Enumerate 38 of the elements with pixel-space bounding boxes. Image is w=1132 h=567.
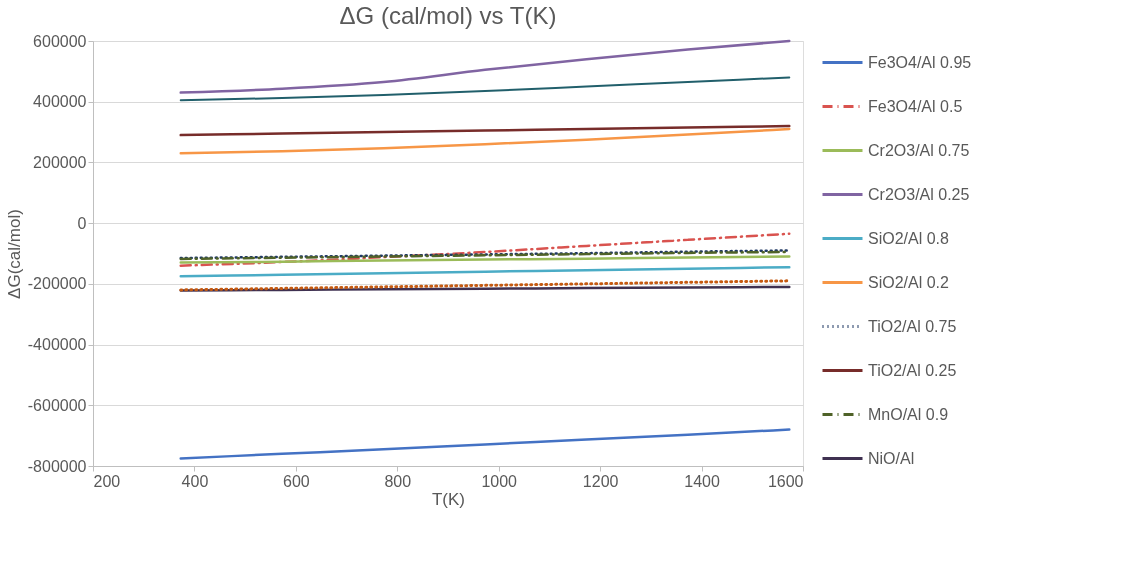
y-tick-label: -400000 — [27, 336, 87, 354]
legend-label: Cr2O3/Al 0.75 — [868, 141, 970, 159]
y-tick-label: -200000 — [27, 275, 87, 293]
line-series — [179, 124, 791, 137]
y-tick-label: 200000 — [33, 153, 87, 171]
legend-label: SiO2/Al 0.2 — [868, 273, 950, 291]
x-tick-label: 600 — [283, 472, 310, 490]
y-tick-label: 400000 — [33, 93, 87, 111]
legend-label: MnO/Al 0.9 — [868, 405, 949, 423]
x-tick-label: 1200 — [582, 472, 619, 490]
x-tick-label: 1600 — [767, 472, 804, 490]
legend-label: TiO2/Al 0.75 — [868, 317, 957, 335]
legend-label: Cr2O3/Al 0.25 — [868, 185, 970, 203]
legend-label: TiO2/Al 0.25 — [868, 361, 957, 379]
y-axis-title: ΔG(cal/mol) — [4, 209, 24, 299]
legend-label: NiO/Al — [868, 449, 915, 467]
y-tick-label: -800000 — [27, 457, 87, 475]
legend-label: Fe3O4/Al 0.5 — [868, 97, 963, 115]
line-series — [179, 127, 791, 155]
y-tick-label: 0 — [77, 214, 87, 232]
legend-label: Fe3O4/Al 0.95 — [868, 53, 972, 71]
chart-title: ΔG (cal/mol) vs T(K) — [339, 2, 557, 29]
legend-label: SiO2/Al 0.8 — [868, 229, 950, 247]
x-tick-label: 1400 — [684, 472, 720, 490]
line-series — [179, 76, 791, 102]
x-tick-label: 1000 — [481, 472, 518, 490]
line-series — [179, 255, 791, 264]
y-tick-label: 600000 — [33, 32, 87, 50]
x-tick-label: 800 — [384, 472, 412, 490]
x-tick-label: 400 — [181, 472, 209, 490]
x-axis-title: T(K) — [431, 489, 466, 509]
line-series — [179, 279, 791, 292]
y-tick-label: -600000 — [27, 396, 87, 414]
line-series — [179, 428, 791, 460]
line-series — [179, 232, 791, 267]
x-tick-label: 200 — [93, 472, 121, 490]
line-series — [179, 39, 791, 94]
line-series — [179, 265, 791, 278]
